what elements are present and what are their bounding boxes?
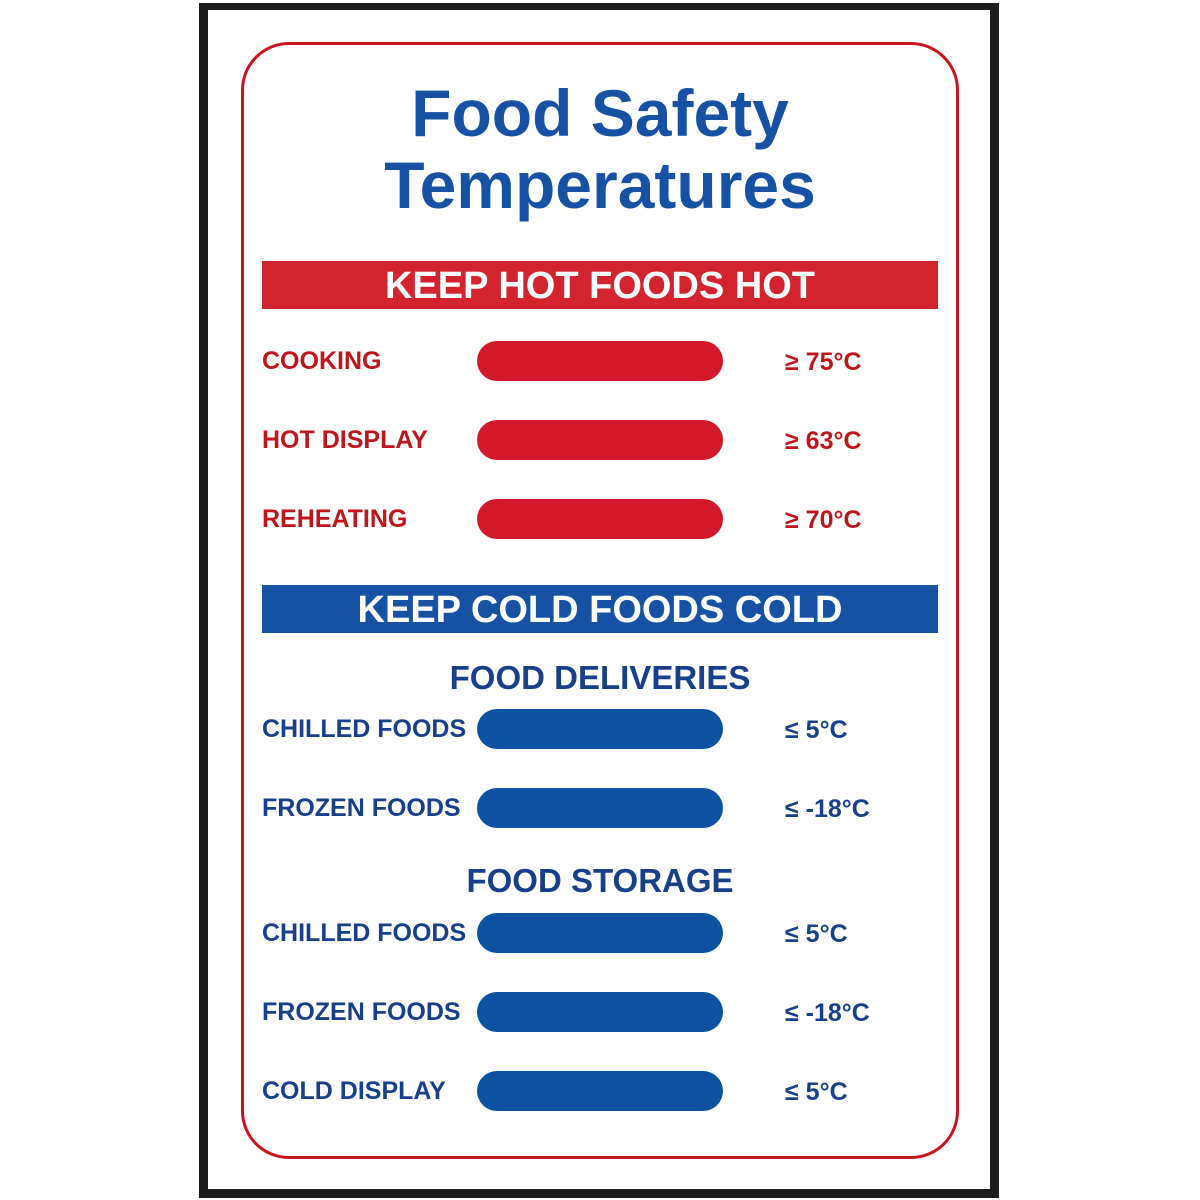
- row-label: CHILLED FOODS: [262, 919, 467, 947]
- row-temperature: ≤ 5°C: [785, 716, 848, 744]
- row-label: FROZEN FOODS: [262, 794, 461, 822]
- temperature-bar: [477, 992, 723, 1032]
- temp-row-reheating: REHEATING ≥ 70°C: [262, 499, 938, 539]
- row-temperature: ≥ 75°C: [785, 348, 862, 376]
- temp-row-delivery-frozen: FROZEN FOODS ≤ -18°C: [262, 788, 938, 828]
- sign-border: [241, 42, 959, 1159]
- temp-row-storage-chilled: CHILLED FOODS ≤ 5°C: [262, 913, 938, 953]
- temp-row-hot-display: HOT DISPLAY ≥ 63°C: [262, 420, 938, 460]
- row-label: REHEATING: [262, 505, 408, 533]
- cold-foods-banner: KEEP COLD FOODS COLD: [262, 585, 938, 633]
- temperature-bar: [477, 499, 723, 539]
- temperature-bar: [477, 420, 723, 460]
- sign-title-line1: Food Safety: [411, 76, 789, 150]
- temp-row-storage-frozen: FROZEN FOODS ≤ -18°C: [262, 992, 938, 1032]
- food-storage-heading: FOOD STORAGE: [466, 862, 734, 899]
- temp-row-cooking: COOKING ≥ 75°C: [262, 341, 938, 381]
- row-temperature: ≤ -18°C: [785, 999, 870, 1027]
- sign-title-line2: Temperatures: [384, 148, 816, 222]
- temperature-bar: [477, 788, 723, 828]
- row-temperature: ≤ -18°C: [785, 795, 870, 823]
- row-temperature: ≥ 63°C: [785, 427, 862, 455]
- row-label: FROZEN FOODS: [262, 998, 461, 1026]
- row-temperature: ≤ 5°C: [785, 920, 848, 948]
- temp-row-cold-display: COLD DISPLAY ≤ 5°C: [262, 1071, 938, 1111]
- temperature-bar: [477, 1071, 723, 1111]
- row-temperature: ≥ 70°C: [785, 506, 862, 534]
- row-label: COLD DISPLAY: [262, 1077, 446, 1105]
- row-label: CHILLED FOODS: [262, 715, 467, 743]
- row-temperature: ≤ 5°C: [785, 1078, 848, 1106]
- temperature-bar: [477, 913, 723, 953]
- temp-row-delivery-chilled: CHILLED FOODS ≤ 5°C: [262, 709, 938, 749]
- hot-foods-banner: KEEP HOT FOODS HOT: [262, 261, 938, 309]
- food-deliveries-heading: FOOD DELIVERIES: [449, 659, 751, 696]
- row-label: COOKING: [262, 347, 382, 375]
- temperature-bar: [477, 709, 723, 749]
- row-label: HOT DISPLAY: [262, 426, 428, 454]
- temperature-bar: [477, 341, 723, 381]
